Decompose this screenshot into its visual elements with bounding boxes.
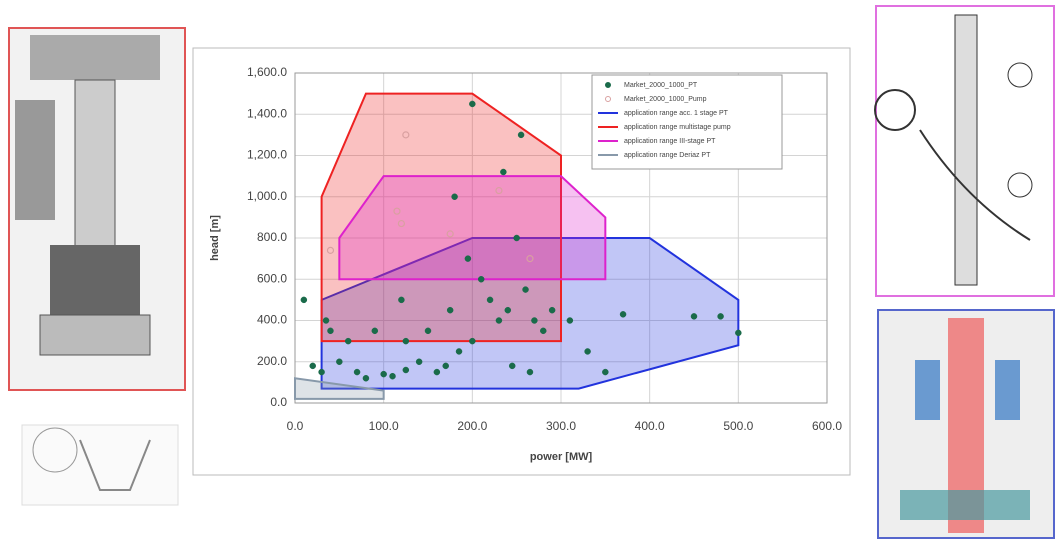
x-tick-label: 0.0 — [287, 419, 304, 433]
data-point — [327, 328, 333, 334]
right-bottom-drawing — [878, 310, 1054, 538]
data-point — [718, 313, 724, 319]
data-point — [527, 369, 533, 375]
data-point — [390, 373, 396, 379]
x-tick-label: 100.0 — [369, 419, 399, 433]
data-point — [403, 338, 409, 344]
x-tick-label: 500.0 — [723, 419, 753, 433]
y-tick-label: 0.0 — [270, 395, 287, 409]
data-point — [398, 297, 404, 303]
data-point — [585, 348, 591, 354]
data-point — [505, 307, 511, 313]
y-tick-label: 800.0 — [257, 230, 287, 244]
data-point — [434, 369, 440, 375]
data-point — [691, 313, 697, 319]
data-point — [500, 169, 506, 175]
data-point — [549, 307, 555, 313]
x-axis-title: power [MW] — [530, 451, 593, 463]
data-point — [518, 132, 524, 138]
data-point — [540, 328, 546, 334]
legend-swatch — [606, 83, 611, 88]
y-tick-label: 1,200.0 — [247, 148, 287, 162]
data-point — [456, 348, 462, 354]
y-tick-label: 1,000.0 — [247, 189, 287, 203]
x-tick-label: 200.0 — [457, 419, 487, 433]
data-point — [345, 338, 351, 344]
data-point — [403, 367, 409, 373]
data-point — [478, 276, 484, 282]
data-point — [567, 318, 573, 324]
y-axis-title: head [m] — [209, 215, 221, 261]
legend-label: Market_2000_1000_PT — [624, 82, 698, 89]
data-point — [310, 363, 316, 369]
legend-label: application range Deriaz PT — [624, 152, 711, 159]
x-tick-label: 300.0 — [546, 419, 576, 433]
screenshot: power [MW] head [m] 0.0 200.0 400.0 600.0 80… — [0, 0, 1058, 540]
data-point — [323, 318, 329, 324]
data-point — [363, 375, 369, 381]
y-tick-label: 400.0 — [257, 313, 287, 327]
data-point — [469, 338, 475, 344]
data-point — [452, 194, 458, 200]
data-point — [381, 371, 387, 377]
data-point — [372, 328, 378, 334]
data-point — [514, 235, 520, 241]
data-point — [509, 363, 515, 369]
y-tick-label: 1,600.0 — [247, 65, 287, 79]
data-point — [465, 256, 471, 262]
data-point — [487, 297, 493, 303]
data-point — [301, 297, 307, 303]
data-point — [469, 101, 475, 107]
data-point — [620, 311, 626, 317]
data-point — [416, 359, 422, 365]
y-tick-label: 600.0 — [257, 271, 287, 285]
x-tick-label: 400.0 — [635, 419, 665, 433]
data-point — [531, 318, 537, 324]
data-point — [336, 359, 342, 365]
range-area — [339, 176, 605, 279]
left-drawing — [9, 28, 185, 390]
legend-label: Market_2000_1000_Pump — [624, 96, 707, 103]
data-point — [425, 328, 431, 334]
legend-label: application range III-stage PT — [624, 138, 716, 145]
legend-label: application range acc. 1 stage PT — [624, 110, 729, 117]
y-tick-label: 200.0 — [257, 354, 287, 368]
data-point — [447, 307, 453, 313]
y-tick-label: 1,400.0 — [247, 106, 287, 120]
data-point — [496, 318, 502, 324]
data-point — [523, 287, 529, 293]
right-top-drawing — [875, 6, 1054, 296]
data-point — [319, 369, 325, 375]
data-point — [443, 363, 449, 369]
data-point — [602, 369, 608, 375]
legend-label: application range multistage pump — [624, 124, 731, 131]
data-point — [735, 330, 741, 336]
data-point — [354, 369, 360, 375]
x-tick-label: 600.0 — [812, 419, 842, 433]
small-drawing — [22, 425, 178, 505]
